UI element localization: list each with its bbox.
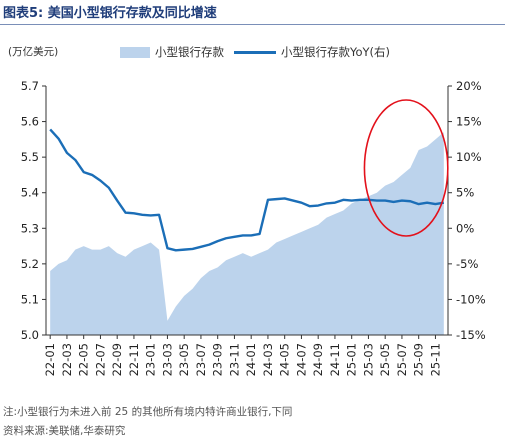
- x-tick-label: 24-09: [311, 343, 325, 376]
- left-tick-label: 5.0: [21, 328, 39, 342]
- axes: 5.0 5.1 5.2 5.3 5.4 5.5 5.6 5.7 -15% -10% -5% 0% 5% 1…: [21, 79, 486, 376]
- left-tick-label: 5.1: [21, 292, 39, 306]
- right-tick-label: -5%: [456, 257, 478, 271]
- legend-label-deposits: 小型银行存款: [155, 45, 224, 59]
- right-tick-label: 15%: [456, 115, 482, 129]
- title-rule: [0, 24, 505, 25]
- highlight-ellipse: [363, 99, 449, 237]
- x-tick-label: 23-07: [194, 343, 208, 376]
- area-layer: [50, 132, 444, 335]
- x-tick-label: 25-07: [395, 343, 409, 376]
- x-tick-label: 23-09: [211, 343, 225, 376]
- x-tick-label: 25-03: [361, 343, 375, 376]
- left-tick-label: 5.3: [21, 221, 39, 235]
- left-tick-label: 5.2: [21, 257, 39, 271]
- x-tick-label: 24-03: [261, 343, 275, 376]
- legend-item-deposits: 小型银行存款: [120, 44, 224, 60]
- x-tick-label: 24-11: [328, 343, 342, 376]
- x-tick-label: 24-01: [244, 343, 258, 376]
- left-tick-label: 5.6: [21, 115, 39, 129]
- x-tick-label: 22-09: [110, 343, 124, 376]
- x-tick-label: 25-01: [345, 343, 359, 376]
- left-tick-label: 5.5: [21, 150, 39, 164]
- left-tick-label: 5.4: [21, 186, 39, 200]
- right-tick-label: 0%: [456, 221, 474, 235]
- x-tick-label: 23-01: [144, 343, 158, 376]
- legend-swatch-line: [234, 50, 276, 54]
- x-tick-label: 25-11: [428, 343, 442, 376]
- x-tick-label: 25-05: [378, 343, 392, 376]
- right-tick-label: 5%: [456, 186, 474, 200]
- x-tick-label: 22-07: [93, 343, 107, 376]
- legend: 小型银行存款 小型银行存款YoY(右): [120, 44, 390, 60]
- x-tick-label: 22-11: [127, 343, 141, 376]
- left-tick-label: 5.7: [21, 79, 39, 93]
- x-tick-label: 23-11: [227, 343, 241, 376]
- right-tick-label: 20%: [456, 79, 482, 93]
- legend-swatch-area: [120, 46, 150, 58]
- x-tick-label: 24-07: [294, 343, 308, 376]
- annotation-layer: [363, 99, 449, 237]
- line-layer: [49, 128, 445, 252]
- source-note: 资料来源:美联储,华泰研究: [3, 425, 126, 437]
- x-tick-label: 24-05: [278, 343, 292, 376]
- x-tick-label: 25-09: [412, 343, 426, 376]
- x-tick-label: 23-03: [160, 343, 174, 376]
- right-tick-label: 10%: [456, 150, 482, 164]
- right-tick-label: -15%: [456, 328, 486, 342]
- unit-label: (万亿美元): [8, 46, 59, 58]
- deposits-area: [50, 132, 444, 335]
- figure-title: 图表5: 美国小型银行存款及同比增速: [3, 6, 217, 21]
- legend-label-yoy: 小型银行存款YoY(右): [281, 45, 391, 59]
- yoy-line: [49, 128, 445, 252]
- x-tick-label: 23-05: [177, 343, 191, 376]
- right-tick-label: -10%: [456, 292, 486, 306]
- footnote: 注:小型银行为未进入前 25 的其他所有境内特许商业银行,下同: [3, 406, 293, 418]
- x-tick-label: 22-03: [60, 343, 74, 376]
- legend-item-yoy: 小型银行存款YoY(右): [234, 44, 390, 60]
- x-tick-label: 22-05: [77, 343, 91, 376]
- x-tick-label: 22-01: [43, 343, 57, 376]
